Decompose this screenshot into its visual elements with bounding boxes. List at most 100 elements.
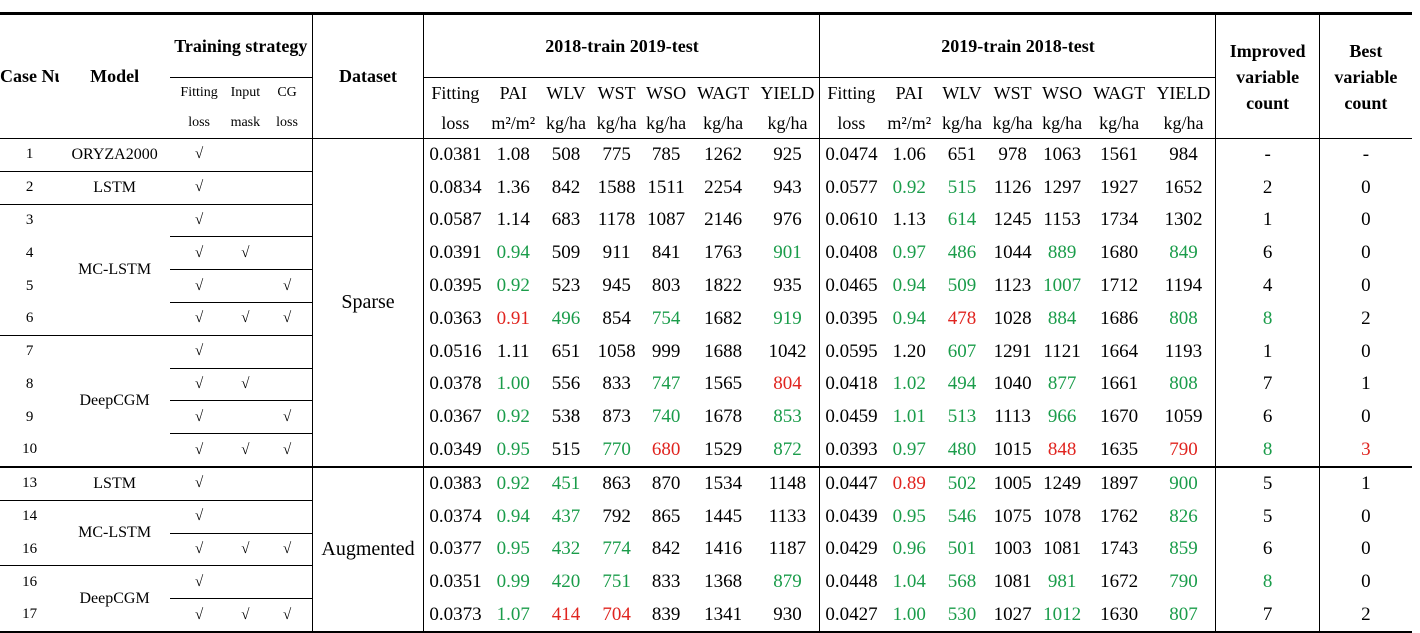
metric-value: 1.00 <box>496 373 530 395</box>
header-unit: kg/ha <box>1163 112 1204 133</box>
header-unit: kg/ha <box>992 112 1033 133</box>
metric-value: 0.92 <box>892 176 926 198</box>
case-number: 8 <box>25 375 34 392</box>
best-count: - <box>1318 138 1412 172</box>
metric-value: 833 <box>651 571 681 593</box>
metric-value: 984 <box>1151 138 1216 172</box>
metric-value: 859 <box>1169 538 1198 560</box>
improved-count: 8 <box>1215 565 1320 599</box>
best-count: 3 <box>1318 433 1412 467</box>
metric-value: 651 <box>551 340 581 362</box>
header-dataset: Dataset <box>311 12 424 139</box>
metric-value: 1588 <box>597 176 636 198</box>
metric-value: 0.95 <box>496 538 530 560</box>
metric-value: 1044 <box>993 242 1032 264</box>
cg-loss-check: √ <box>262 598 313 633</box>
metric-value: 842 <box>551 176 581 198</box>
metric-value: 1561 <box>1086 138 1152 172</box>
header-unit: loss <box>819 108 883 139</box>
input-mask-check: √ <box>228 301 263 336</box>
header-best-count: Best variable count <box>1318 12 1412 139</box>
case-number: 17 <box>0 598 60 633</box>
cg-loss-check <box>262 170 313 205</box>
best-count: 0 <box>1318 171 1412 205</box>
improved-count: 8 <box>1215 302 1320 336</box>
metric-value: 1763 <box>704 242 743 264</box>
header-group-2018-train: 2018-train 2019-test <box>423 12 820 78</box>
metric-value: 0.0351 <box>423 565 487 599</box>
metric-value: 978 <box>987 138 1038 172</box>
metric-value: 1.04 <box>892 571 926 593</box>
input-mask-check: √ <box>228 598 263 633</box>
case-number: 16 <box>0 565 60 599</box>
fitting-loss-check: √ <box>170 433 229 467</box>
metric-value: 0.0516 <box>423 335 487 369</box>
best-count: 0 <box>1318 565 1412 599</box>
model-name: LSTM <box>59 170 171 205</box>
metric-value: 849 <box>1169 242 1198 264</box>
metric-value: 478 <box>947 307 977 329</box>
metric-value: 509 <box>551 242 581 264</box>
improved-count: 4 <box>1215 269 1320 303</box>
metric-value: 1187 <box>768 538 807 560</box>
metric-value: 0.0429 <box>819 533 883 566</box>
header-metric-yield: YIELD <box>1156 82 1211 103</box>
metric-value: 775 <box>591 138 642 172</box>
metric-value: 0.0363 <box>423 302 487 336</box>
best-count: 0 <box>1318 204 1412 237</box>
cg-loss-check: √ <box>262 532 313 566</box>
header-cg-loss-top: CG <box>277 85 297 100</box>
metric-value: 1193 <box>1164 340 1203 362</box>
metric-value: 0.0381 <box>423 138 487 172</box>
metric-value: 1123 <box>993 275 1032 297</box>
metric-value: 0.0395 <box>423 269 487 303</box>
cg-loss-check <box>262 236 313 270</box>
table-row: 3 MC-LSTM √ 0.0587 1.14 683 1178 1087 2146 976 0.0… <box>0 203 1412 336</box>
metric-value: 833 <box>602 373 631 395</box>
cg-loss-check <box>262 334 313 369</box>
metric-value: 1652 <box>1164 176 1203 198</box>
table-row: 2 LSTM √ 0.0834 1.36 842 1588 1511 2254 943 0.0577… <box>0 170 1412 205</box>
cg-loss-check <box>262 565 313 599</box>
metric-value: 0.0373 <box>423 598 487 633</box>
metric-value: 863 <box>591 465 642 501</box>
metric-value: 870 <box>641 465 691 501</box>
metric-value: 0.97 <box>892 438 926 460</box>
metric-value: 0.0595 <box>819 335 883 369</box>
metric-value: 0.0834 <box>423 171 487 205</box>
fitting-loss-check: √ <box>170 465 229 501</box>
metric-value: 0.0610 <box>819 204 883 237</box>
metric-value: 1712 <box>1100 275 1139 297</box>
best-count: 0 <box>1318 335 1412 369</box>
metric-value: 854 <box>602 307 631 329</box>
metric-value: 0.92 <box>496 275 530 297</box>
metric-value: 0.0349 <box>423 433 487 467</box>
metric-value: 0.0465 <box>819 269 883 303</box>
fitting-loss-check: √ <box>170 499 229 534</box>
input-mask-check <box>228 465 263 501</box>
metric-value: 530 <box>936 598 988 633</box>
fitting-loss-check: √ <box>170 598 229 633</box>
metric-value: 1.00 <box>882 598 937 633</box>
metric-value: 792 <box>602 505 631 527</box>
metric-value: 872 <box>773 438 802 460</box>
metric-value: 437 <box>551 505 581 527</box>
table-row: 6 √ √ √ 0.0363 0.91 496 854 754 1682 919 0.0395 0.94… <box>0 301 1412 336</box>
metric-value: 1529 <box>704 438 743 460</box>
model-name: LSTM <box>59 465 171 501</box>
metric-value: 879 <box>773 571 802 593</box>
header-cg-loss-bottom: loss <box>276 115 298 130</box>
metric-value: 0.0418 <box>819 368 883 401</box>
metric-value: 1368 <box>704 571 743 593</box>
improved-count: 6 <box>1215 236 1320 270</box>
fitting-loss-check: √ <box>170 367 229 401</box>
metric-value: 1126 <box>993 176 1032 198</box>
header-unit: kg/ha <box>596 112 637 133</box>
metric-value: 1734 <box>1100 209 1139 231</box>
metric-value: 1081 <box>993 571 1032 593</box>
metric-value: 1.20 <box>892 340 926 362</box>
table-row: 5 √ √ 0.0395 0.92 523 945 803 1822 935 0.0465 0.94 5… <box>0 269 1412 303</box>
metric-value: 839 <box>641 598 691 633</box>
metric-value: 0.94 <box>496 242 530 264</box>
metric-value: 966 <box>1047 406 1077 428</box>
